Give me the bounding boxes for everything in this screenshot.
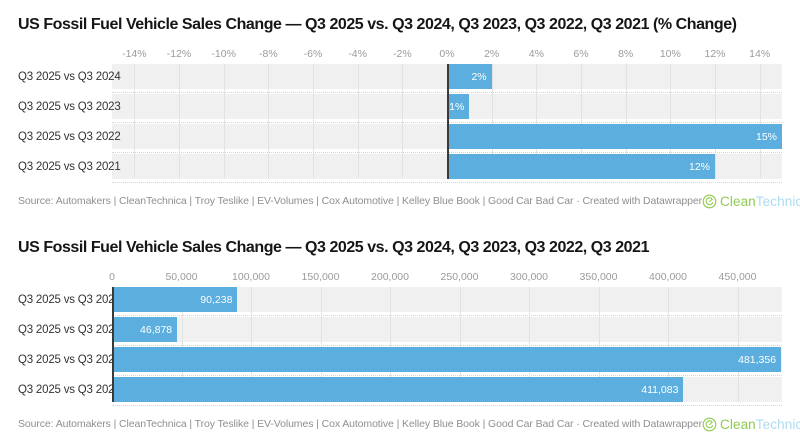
- bar: 2%: [447, 64, 492, 89]
- bar-row: Q3 2025 vs Q3 2023 46,878: [18, 317, 782, 346]
- chart-footer: Source: Automakers | CleanTechnica | Tro…: [18, 414, 800, 434]
- x-tick-label: 200,000: [371, 271, 409, 283]
- x-tick-label: 150,000: [301, 271, 340, 283]
- x-tick-label: 0: [109, 271, 115, 283]
- x-tick-label: -12%: [166, 48, 192, 60]
- chart-rows: Q3 2025 vs Q3 2024 2% Q3 2025 vs Q3 2023 1%…: [18, 64, 782, 183]
- bar-row: Q3 2025 vs Q3 2024 90,238: [18, 287, 782, 316]
- chart-title: US Fossil Fuel Vehicle Sales Change — Q3…: [18, 239, 650, 256]
- x-tick-label: 0%: [439, 48, 455, 60]
- row-label: Q3 2025 vs Q3 2022: [18, 353, 121, 366]
- bar-value-label: 46,878: [140, 323, 173, 336]
- logo-text: CleanTechnica: [720, 194, 800, 209]
- row-label: Q3 2025 vs Q3 2024: [18, 70, 121, 83]
- bar-value-label: 481,356: [738, 353, 777, 366]
- source-text: Source: Automakers | CleanTechnica | Tro…: [18, 418, 703, 430]
- row-label: Q3 2025 vs Q3 2021: [18, 383, 121, 396]
- x-axis: 0 50,000 100,000 150,000 200,000 250,000 300,0…: [109, 271, 782, 285]
- row-label: Q3 2025 vs Q3 2021: [18, 160, 121, 173]
- cleantechnica-logo: CleanTechnica: [702, 194, 800, 209]
- x-tick-label: 12%: [704, 48, 726, 60]
- bar: 12%: [447, 154, 715, 179]
- cleantechnica-logo: CleanTechnica: [702, 417, 800, 432]
- bar-row: Q3 2025 vs Q3 2021 411,083: [18, 377, 782, 406]
- cleantechnica-leaf-icon: [702, 194, 717, 208]
- row-label: Q3 2025 vs Q3 2023: [18, 323, 121, 336]
- x-tick-label: 14%: [749, 48, 771, 60]
- bar: 1%: [447, 94, 470, 119]
- bar-value-label: 12%: [688, 160, 710, 173]
- logo-text-clean: Clean: [720, 416, 756, 432]
- bar-value-label: 1%: [449, 100, 465, 113]
- logo-text-technica: Technica: [755, 416, 800, 432]
- bar-value-label: 411,083: [641, 383, 679, 396]
- x-tick-label: 6%: [573, 48, 589, 60]
- bar: 46,878: [112, 317, 178, 342]
- logo-text-technica: Technica: [755, 193, 800, 209]
- x-tick-label: -14%: [122, 48, 147, 60]
- logo-text-clean: Clean: [720, 193, 756, 209]
- bar: 15%: [447, 124, 782, 149]
- chart-rows: Q3 2025 vs Q3 2024 90,238 Q3 2025 vs Q3 20…: [18, 287, 782, 406]
- x-axis: -14% -12% -10% -8% -6% -4% -2% 0% 2% 4% 6% 8% 10% 12%…: [112, 48, 782, 62]
- bar-value-label: 15%: [755, 130, 777, 143]
- x-tick-label: 2%: [484, 48, 500, 60]
- bar-row: Q3 2025 vs Q3 2022 481,356: [18, 347, 782, 376]
- bar: 481,356: [112, 347, 782, 372]
- source-text: Source: Automakers | CleanTechnica | Tro…: [18, 195, 703, 207]
- bar-value-label: 2%: [471, 70, 487, 83]
- logo-text: CleanTechnica: [720, 417, 800, 432]
- x-tick-label: -10%: [211, 48, 236, 60]
- zero-baseline: [112, 287, 114, 402]
- bar-value-label: 90,238: [200, 293, 233, 306]
- percent-change-chart: US Fossil Fuel Vehicle Sales Change — Q3…: [0, 0, 800, 211]
- chart-title: US Fossil Fuel Vehicle Sales Change — Q3…: [18, 16, 737, 33]
- x-tick-label: 10%: [659, 48, 681, 60]
- bar: 90,238: [112, 287, 238, 312]
- x-tick-label: -2%: [392, 48, 412, 60]
- x-tick-label: 50,000: [165, 271, 198, 283]
- x-tick-label: 400,000: [649, 271, 687, 283]
- chart-footer: Source: Automakers | CleanTechnica | Tro…: [18, 191, 800, 211]
- x-tick-label: 350,000: [579, 271, 618, 283]
- x-tick-label: 4%: [528, 48, 544, 60]
- x-tick-label: 300,000: [510, 271, 548, 283]
- x-tick-label: 8%: [618, 48, 634, 60]
- x-tick-label: -4%: [348, 48, 367, 60]
- x-tick-label: 100,000: [232, 271, 270, 283]
- row-label: Q3 2025 vs Q3 2023: [18, 100, 121, 113]
- x-tick-label: 250,000: [440, 271, 479, 283]
- row-label: Q3 2025 vs Q3 2022: [18, 130, 121, 143]
- zero-baseline: [447, 64, 449, 179]
- x-tick-label: -8%: [258, 48, 278, 60]
- row-label: Q3 2025 vs Q3 2024: [18, 293, 121, 306]
- bar: 411,083: [112, 377, 684, 402]
- unit-sales-chart: US Fossil Fuel Vehicle Sales Change — Q3…: [0, 211, 800, 434]
- x-tick-label: -6%: [303, 48, 323, 60]
- x-tick-label: 450,000: [718, 271, 757, 283]
- cleantechnica-leaf-icon: [702, 417, 717, 431]
